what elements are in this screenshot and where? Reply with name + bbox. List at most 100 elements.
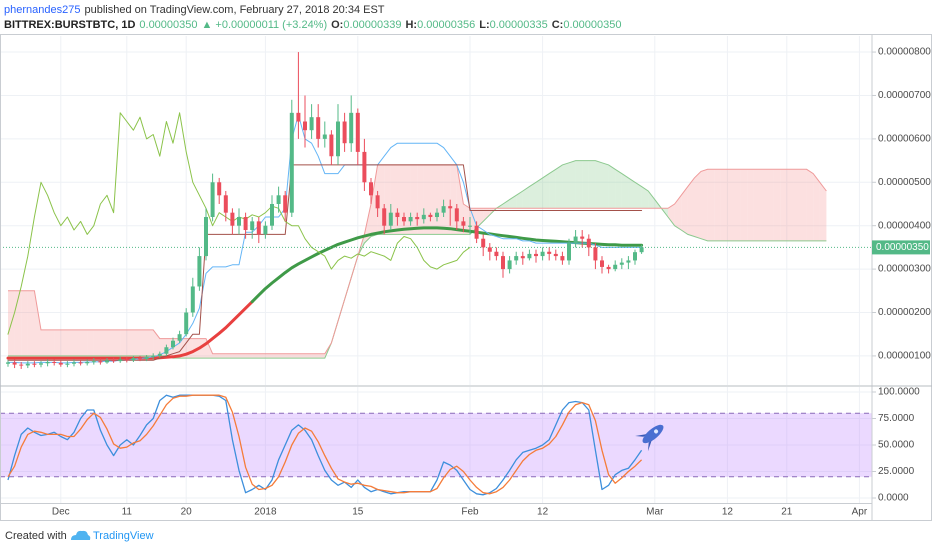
cloud-fill xyxy=(575,160,583,209)
x-tick-label: 11 xyxy=(122,507,133,518)
y-tick-label: 0.00000400 xyxy=(878,220,931,231)
candle-body xyxy=(402,217,406,222)
candle-body xyxy=(250,221,255,231)
symbol: BITTREX:BURSTBTC, 1D xyxy=(4,19,135,31)
candle-body xyxy=(382,208,387,226)
candle-body xyxy=(256,221,261,235)
y-tick-label: 0.00000700 xyxy=(878,90,931,101)
candle-body xyxy=(600,260,604,267)
cloud-fill xyxy=(747,169,754,241)
cloud-fill xyxy=(133,329,140,356)
candle-body xyxy=(316,117,321,139)
cloud-fill xyxy=(34,290,41,356)
candle-body xyxy=(481,238,486,248)
candle-body xyxy=(514,256,519,261)
candle-body xyxy=(369,182,373,196)
cloud-fill xyxy=(126,329,134,356)
cloud-fill xyxy=(793,169,800,241)
candle-body xyxy=(65,363,70,365)
high-label: H: xyxy=(405,19,417,31)
cloud-fill xyxy=(311,353,319,359)
candle-body xyxy=(487,247,492,252)
cloud-fill xyxy=(417,164,424,235)
candle-body xyxy=(190,286,195,313)
candle-body xyxy=(560,256,565,261)
x-tick-label: 12 xyxy=(537,507,549,518)
cloud-fill xyxy=(549,169,556,209)
indicator-line xyxy=(6,300,254,360)
cloud-fill xyxy=(437,164,444,235)
high-value: 0.00000356 xyxy=(417,19,475,31)
candle-body xyxy=(296,112,301,122)
cloud-fill xyxy=(582,160,589,209)
candle-body xyxy=(230,212,235,226)
candle-body xyxy=(144,356,149,359)
candle-body xyxy=(639,247,644,253)
stoch-band xyxy=(0,413,872,477)
cloud-fill xyxy=(41,329,48,356)
candle-body xyxy=(567,243,571,261)
candle-body xyxy=(494,251,499,257)
cloud-fill xyxy=(760,169,767,241)
open-value: 0.00000339 xyxy=(343,19,401,31)
x-tick-label: 2018 xyxy=(254,507,277,518)
y-tick-label: 100.0000 xyxy=(878,387,920,398)
cloud-fill xyxy=(74,329,81,356)
y-tick-label: 0.00000100 xyxy=(878,351,931,362)
published: published on TradingView.com, February 2… xyxy=(84,4,384,16)
author[interactable]: phernandes275 xyxy=(4,4,80,16)
candle-body xyxy=(322,134,327,139)
candle-body xyxy=(573,236,578,244)
footer-brand[interactable]: TradingView xyxy=(93,530,154,542)
cloud-fill xyxy=(371,164,378,237)
candle-body xyxy=(553,253,558,257)
cloud-fill xyxy=(516,190,523,209)
low-value: 0.00000335 xyxy=(490,19,548,31)
cloud-fill xyxy=(602,162,609,209)
cloud-fill xyxy=(107,329,114,356)
cloud-fill xyxy=(615,169,622,209)
cloud-fill xyxy=(80,329,88,356)
candle-body xyxy=(468,225,472,227)
cloud-fill xyxy=(252,353,259,359)
cloud-fill xyxy=(687,177,695,237)
candle-body xyxy=(336,121,340,157)
cloud-fill xyxy=(67,329,74,356)
low-label: L: xyxy=(479,19,489,31)
rocket-icon xyxy=(635,424,664,452)
candle-body xyxy=(501,256,505,270)
candle-body xyxy=(395,212,400,218)
y-tick-label: 50.0000 xyxy=(878,440,915,451)
cloud-fill xyxy=(608,164,616,209)
cloud-fill xyxy=(298,353,305,359)
y-tick-label: 0.00000200 xyxy=(878,307,931,318)
cloud-fill xyxy=(93,329,101,356)
cloud-fill xyxy=(786,169,794,241)
cloud-fill xyxy=(285,353,292,359)
cloud-fill xyxy=(503,199,510,209)
cloud-fill xyxy=(562,162,569,209)
candle-body xyxy=(85,361,90,364)
candle-body xyxy=(45,361,50,364)
cloud-fill xyxy=(146,329,154,356)
cloud-fill xyxy=(60,329,68,356)
cloud-fill xyxy=(27,290,35,356)
tradingview-logo[interactable] xyxy=(71,530,91,540)
candle-body xyxy=(171,340,175,348)
candle-body xyxy=(309,117,314,131)
candle-body xyxy=(586,238,591,248)
candle-body xyxy=(547,251,552,254)
candle-body xyxy=(520,256,525,259)
cloud-fill xyxy=(806,169,814,241)
candle-body xyxy=(105,360,109,363)
y-tick-label: 0.00000300 xyxy=(878,264,931,275)
cloud-fill xyxy=(714,169,721,241)
cloud-fill xyxy=(463,203,470,235)
cloud-fill xyxy=(423,164,431,235)
candle-body xyxy=(527,253,532,259)
cloud-fill xyxy=(681,186,688,235)
candle-body xyxy=(454,208,459,222)
cloud-fill xyxy=(595,160,602,209)
cloud-fill xyxy=(734,169,741,241)
cloud-fill xyxy=(404,164,411,235)
